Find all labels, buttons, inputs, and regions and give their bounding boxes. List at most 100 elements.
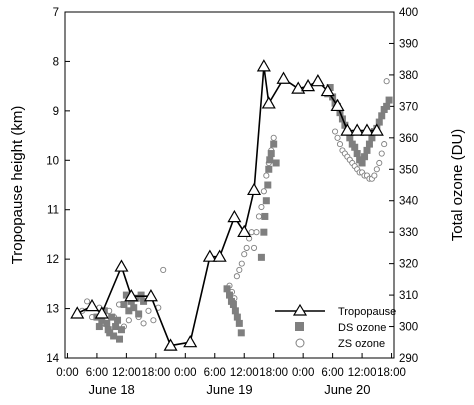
x-tick-label: 0:00 — [292, 367, 314, 379]
tropopause-point — [310, 73, 325, 87]
ds-ozone-point — [116, 335, 124, 343]
left-tick-label: 14 — [46, 353, 59, 365]
left-tick-label: 8 — [53, 56, 59, 68]
ds-ozone-point — [223, 285, 231, 293]
right-axis-title: Total ozone (DU) — [449, 129, 466, 242]
ds-ozone-point — [368, 134, 376, 142]
left-tick-label: 11 — [47, 205, 59, 217]
ds-ozone-point — [120, 301, 128, 309]
ds-ozone-point — [260, 228, 268, 236]
ds-ozone-point — [264, 181, 272, 189]
ds-ozone-point — [272, 159, 280, 167]
ds-ozone-point — [378, 112, 386, 120]
right-tick-label: 300 — [399, 322, 418, 334]
legend-tropopause-label: Tropopause — [338, 306, 396, 318]
left-tick-label: 10 — [46, 155, 59, 167]
zs-ozone-point — [248, 229, 255, 236]
zs-ozone-point — [150, 317, 157, 324]
x-tick-label: 12:00 — [348, 367, 377, 379]
tropopause-point — [183, 334, 198, 348]
tropopause-point — [212, 249, 227, 262]
x-tick-label: 12:00 — [112, 367, 141, 379]
tropopause-point — [202, 249, 217, 262]
legend-zs-label: ZS ozone — [338, 338, 385, 350]
ds-ozone-point — [261, 212, 269, 220]
zs-ozone-point — [145, 307, 152, 314]
ds-ozone-series — [93, 83, 393, 343]
ds-ozone-point — [135, 310, 143, 318]
ds-ozone-point — [98, 316, 106, 324]
left-axis-title: Tropopause height (km) — [9, 106, 26, 265]
ds-ozone-point — [110, 332, 118, 340]
legend-zs-marker — [295, 338, 305, 348]
tropopause-point — [124, 289, 139, 302]
left-axis-ticks: 7 8 9 10 11 12 13 14 — [46, 7, 70, 365]
tropopause-point — [143, 289, 158, 302]
ds-ozone-point — [375, 118, 383, 126]
right-tick-label: 370 — [399, 101, 418, 113]
x-tick-label: 18:00 — [259, 367, 288, 379]
tropopause-point — [320, 83, 335, 97]
right-tick-label: 390 — [399, 38, 418, 50]
tropopause-point — [359, 123, 375, 136]
ds-ozone-point — [122, 291, 130, 299]
x-tick-label: 18:00 — [377, 367, 406, 379]
ds-ozone-point — [353, 150, 361, 158]
x-tick-label: 18:00 — [141, 367, 170, 379]
tropopause-point — [94, 306, 109, 319]
ds-ozone-point — [137, 291, 145, 299]
legend-tropopause-marker — [292, 303, 308, 316]
right-tick-label: 340 — [399, 196, 418, 208]
day-labels: June 18 June 19 June 20 — [89, 382, 371, 397]
tropopause-point — [247, 182, 262, 196]
right-tick-label: 320 — [399, 259, 418, 271]
tropopause-point — [261, 96, 276, 109]
ds-ozone-point — [108, 313, 116, 321]
zs-ozone-series — [79, 78, 390, 330]
zs-ozone-point — [373, 166, 380, 173]
zs-ozone-point — [255, 213, 263, 220]
zs-ozone-point — [376, 159, 383, 167]
ds-ozone-point — [233, 313, 241, 321]
zs-ozone-point — [334, 134, 341, 141]
x-tick-label: 0:00 — [56, 367, 78, 379]
zs-ozone-point — [258, 203, 265, 211]
ds-ozone-point — [114, 316, 122, 324]
ds-ozone-point — [112, 323, 120, 331]
right-axis-ticks: 290 300 310 320 330 340 350 360 370 380 390 400 — [389, 7, 418, 365]
left-tick-label: 7 — [53, 7, 59, 19]
tropopause-point — [369, 123, 384, 136]
ds-ozone-point — [385, 96, 393, 104]
tropopause-point — [291, 81, 306, 94]
ds-ozone-point — [226, 291, 233, 299]
zs-ozone-point — [260, 188, 267, 195]
zs-ozone-point — [140, 320, 147, 327]
ds-ozone-point — [125, 307, 133, 315]
zs-ozone-point — [84, 298, 91, 305]
plot-frame — [64, 11, 395, 359]
left-tick-label: 9 — [53, 106, 59, 118]
right-tick-label: 350 — [399, 164, 418, 176]
tropopause-point — [340, 123, 355, 136]
zs-ozone-point — [243, 244, 250, 251]
ds-ozone-point — [265, 165, 273, 173]
ds-ozone-point — [127, 297, 135, 305]
zs-ozone-point — [253, 229, 260, 236]
zs-ozone-point — [251, 244, 258, 251]
tropopause-point — [237, 224, 252, 238]
ds-ozone-point — [140, 297, 148, 305]
tropopause-point — [301, 78, 316, 92]
right-tick-label: 380 — [399, 70, 418, 82]
zs-ozone-point — [233, 273, 240, 280]
ds-ozone-point — [267, 150, 275, 158]
tropopause-point — [70, 306, 85, 319]
ds-ozone-point — [365, 140, 373, 148]
right-tick-label: 400 — [399, 7, 418, 19]
ds-ozone-point — [231, 307, 239, 315]
zs-ozone-point — [336, 141, 344, 148]
ds-ozone-point — [262, 197, 270, 205]
zs-ozone-point — [236, 266, 243, 273]
zs-ozone-point — [263, 172, 270, 179]
zs-ozone-point — [332, 128, 339, 135]
right-tick-label: 360 — [399, 133, 418, 145]
